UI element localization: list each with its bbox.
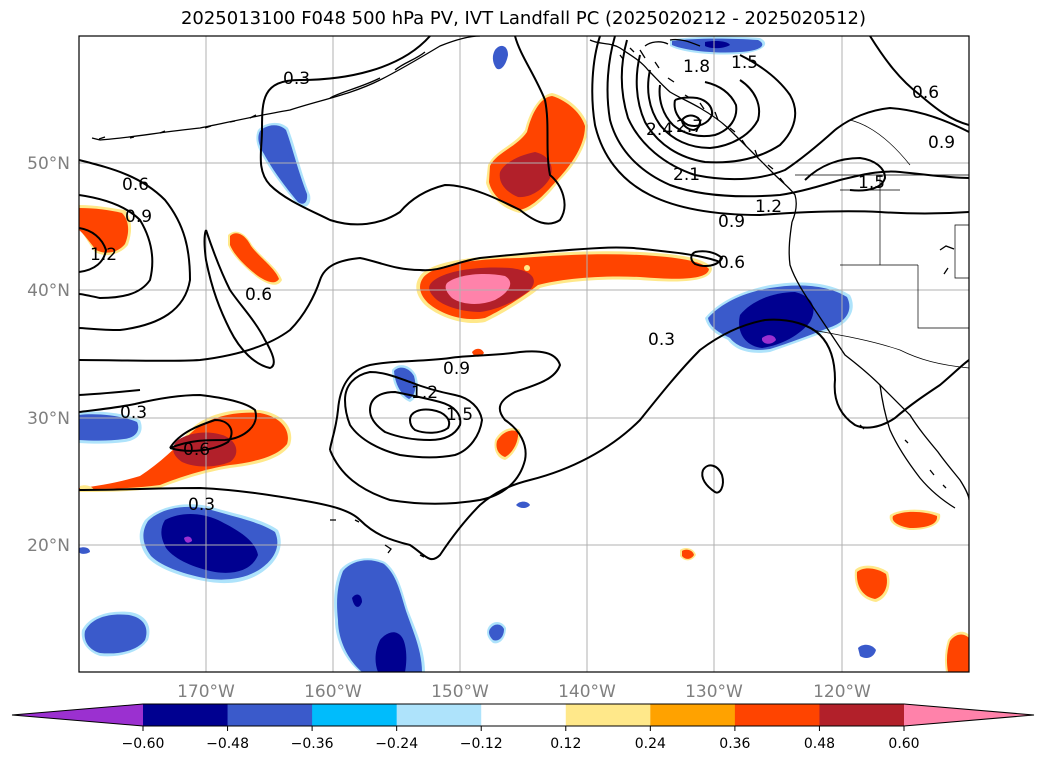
- colorbar-tick-label: −0.36: [291, 736, 334, 752]
- map-title: 2025013100 F048 500 hPa PV, IVT Landfall…: [180, 8, 867, 29]
- contour-label: 0.6: [245, 285, 272, 305]
- colorbar-segment: [227, 704, 313, 726]
- colorbar-segment: [819, 704, 905, 726]
- contour-label: 0.6: [183, 440, 210, 460]
- contour-label: 0.9: [928, 133, 955, 153]
- gridlines: [79, 36, 969, 672]
- contour-label: 1.5: [446, 405, 473, 425]
- colorbar-segment: [650, 704, 736, 726]
- contour-label: 1.2: [755, 197, 782, 217]
- colorbar: −0.60 −0.48 −0.36 −0.24 −0.12 0.12 0.24 0.36 0.4…: [11, 703, 1035, 752]
- contour-label: 1.5: [731, 53, 758, 73]
- contour-label: 2.7: [676, 117, 703, 137]
- coastlines: [91, 36, 969, 558]
- colorbar-tick-label: 0.24: [635, 736, 666, 752]
- lat-label: 30°N: [27, 409, 70, 429]
- lat-label: 20°N: [27, 536, 70, 556]
- contour-label: 0.9: [125, 207, 152, 227]
- contour-label: 0.9: [718, 212, 745, 232]
- lon-label: 160°W: [304, 682, 362, 702]
- colorbar-segment: [565, 704, 651, 726]
- contour-label: 0.6: [718, 253, 745, 273]
- colorbar-tick-label: −0.24: [375, 736, 418, 752]
- colorbar-segment: [312, 704, 398, 726]
- lon-label: 150°W: [431, 682, 489, 702]
- colorbar-extend-high: [904, 704, 1034, 726]
- contour-label: 0.3: [283, 69, 310, 89]
- negative-pv-shading: [79, 36, 876, 672]
- contour-label: 1.2: [90, 245, 117, 265]
- contour-label: 1.5: [858, 173, 885, 193]
- lat-label: 50°N: [27, 154, 70, 174]
- contour-labels: 0.3 0.6 0.9 1.2 0.6 0.3 0.6 0.3 0.9 1.2 …: [90, 53, 955, 515]
- colorbar-tick-label: 0.12: [550, 736, 581, 752]
- contour-label: 0.3: [648, 330, 675, 350]
- lon-label: 120°W: [813, 682, 871, 702]
- lon-label: 170°W: [177, 682, 235, 702]
- colorbar-segment: [143, 704, 229, 726]
- ivt-contours: [79, 36, 969, 561]
- contour-label: 1.8: [683, 57, 710, 77]
- colorbar-tick-label: −0.48: [206, 736, 249, 752]
- colorbar-tick-label: 0.60: [888, 736, 919, 752]
- lat-label: 40°N: [27, 281, 70, 301]
- map-frame: [78, 35, 970, 673]
- contour-label: 0.9: [443, 359, 470, 379]
- colorbar-extend-low: [12, 704, 143, 726]
- contour-label: 0.3: [120, 403, 147, 423]
- colorbar-segment: [396, 704, 482, 726]
- colorbar-tick-label: −0.60: [122, 736, 165, 752]
- colorbar-tick-label: 0.36: [719, 736, 750, 752]
- map-area: 0.3 0.6 0.9 1.2 0.6 0.3 0.6 0.3 0.9 1.2 …: [79, 36, 969, 672]
- contour-label: 0.3: [188, 495, 215, 515]
- colorbar-segment: [734, 704, 820, 726]
- colorbar-tick-label: −0.12: [460, 736, 503, 752]
- contour-label: 2.4: [646, 120, 673, 140]
- contour-label: 2.1: [673, 165, 700, 185]
- lon-label: 130°W: [685, 682, 743, 702]
- contour-label: 1.2: [411, 383, 438, 403]
- contour-label: 0.6: [912, 83, 939, 103]
- longitude-labels: 170°W 160°W 150°W 140°W 130°W 120°W: [177, 682, 871, 702]
- lon-label: 140°W: [558, 682, 616, 702]
- colorbar-tick-label: 0.48: [804, 736, 835, 752]
- contour-label: 0.6: [122, 175, 149, 195]
- colorbar-segment: [481, 704, 567, 726]
- latitude-labels: 50°N 40°N 30°N 20°N: [27, 154, 70, 556]
